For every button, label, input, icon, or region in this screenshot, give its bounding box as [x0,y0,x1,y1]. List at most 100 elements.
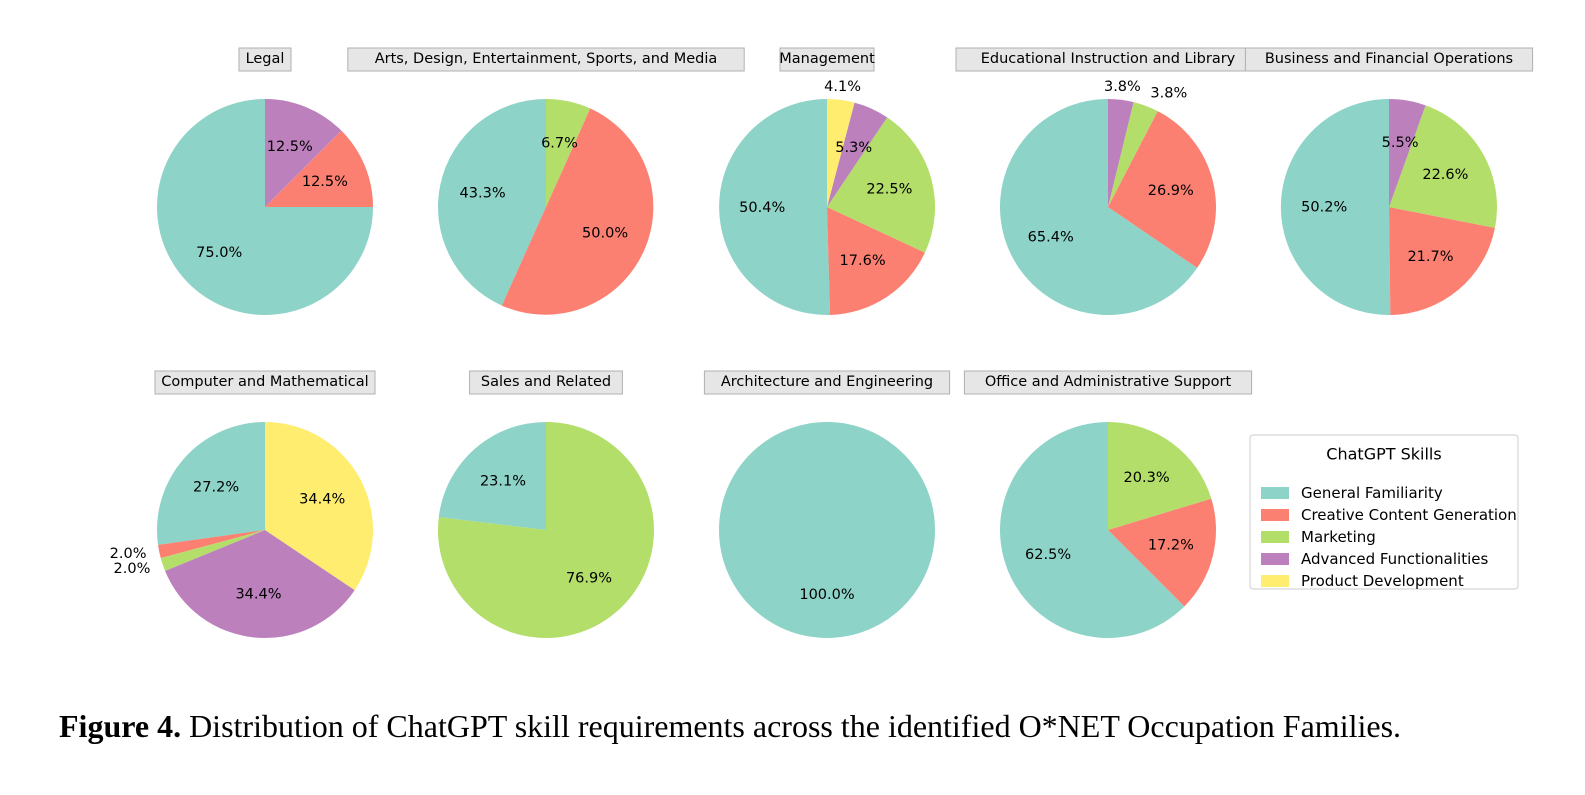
pie-title-box [469,370,623,395]
pie-percent-label: 5.5% [1382,135,1419,151]
pie-percent-label: 34.4% [299,492,345,508]
pie-percent-label: 23.1% [480,474,526,490]
pie-slice-creative-content-generation [1108,498,1216,607]
pie-title: Management [779,51,875,67]
pie-slice-general-familiarity [719,422,935,638]
pie-percent-label: 5.3% [835,140,872,156]
pie-percent-label: 43.3% [460,186,506,202]
legend-swatch [1261,487,1289,499]
pie-office-and-administrative-support: Office and Administrative Support 62.5% 17… [963,370,1253,638]
pie-slice-general-familiarity [438,422,546,530]
pie-title: Architecture and Engineering [721,374,933,390]
legend-label: Creative Content Generation [1301,506,1517,524]
legend-entry: General Familiarity [1261,484,1443,502]
legend-swatch [1261,553,1289,565]
pie-percent-label: 26.9% [1148,183,1194,199]
legend-label: General Familiarity [1301,484,1443,502]
pie-slice-marketing [1389,105,1498,228]
pie-slice-general-familiarity [438,99,546,306]
figure-label: Figure 4. [59,708,182,744]
pie-slice-general-familiarity [1000,422,1185,638]
pie-percent-label: 6.7% [541,136,578,152]
pie-percent-label: 75.0% [196,245,242,261]
pie-slice-marketing [438,422,655,638]
pie-slice-creative-content-generation [1108,111,1217,268]
legend-title: ChatGPT Skills [1326,445,1441,464]
figure-caption: Figure 4. Distribution of ChatGPT skill … [59,708,1559,745]
legend-entry: Advanced Functionalities [1261,550,1488,568]
pie-slice-general-familiarity [999,99,1198,315]
legend-label: Advanced Functionalities [1301,550,1488,568]
pie-legal: Legal 75.0% 12.5% 12.5% [157,47,373,315]
pie-slice-advanced-functionalities [827,102,888,207]
legend-label: Product Development [1301,572,1464,590]
pie-percent-label: 50.4% [739,200,785,216]
pie-title: Computer and Mathematical [161,374,368,390]
pie-title-box [963,370,1253,395]
pie-chart-figure: Legal 75.0% 12.5% 12.5% Arts, Design, Entert… [110,47,1534,638]
pie-slice-marketing [160,530,265,572]
pie-slice-general-familiarity [157,422,265,545]
pie-title-box [703,370,951,395]
pie-slice-advanced-functionalities [1389,99,1426,207]
legend-entry: Product Development [1261,572,1464,590]
pie-slice-creative-content-generation [1389,207,1495,315]
pie-percent-label: 12.5% [302,174,348,190]
legend-swatch [1261,531,1289,543]
pie-slice-marketing [546,99,591,207]
pie-title: Sales and Related [481,374,611,390]
pie-percent-label: 20.3% [1124,470,1170,486]
pie-slice-product-development [827,99,855,207]
pie-slice-product-development [265,422,373,591]
chart-legend: ChatGPT Skills General Familiarity Creati… [1249,434,1519,590]
pie-slice-creative-content-generation [501,108,654,315]
pie-percent-label: 34.4% [235,587,281,603]
pie-percent-label: 76.9% [566,571,612,587]
pie-title: Office and Administrative Support [985,374,1232,390]
pie-percent-label: 2.0% [114,561,151,577]
pie-slice-marketing [1108,102,1158,207]
pie-slice-advanced-functionalities [165,530,355,638]
pie-percent-label: 17.6% [840,253,886,269]
pie-slice-creative-content-generation [265,130,373,207]
pie-percent-label: 62.5% [1025,547,1071,563]
pie-title: Legal [246,51,285,67]
pie-percent-label: 22.6% [1422,167,1468,183]
pie-slice-creative-content-generation [827,207,925,315]
pie-percent-label: 100.0% [799,587,854,603]
legend-frame [1249,434,1519,590]
legend-swatch [1261,509,1289,521]
pie-title-box [238,47,292,72]
pie-percent-label: 50.2% [1301,199,1347,215]
pie-sales-and-related: Sales and Related 23.1% 76.9% [438,370,655,638]
figure-caption-text: Distribution of ChatGPT skill requiremen… [181,708,1402,744]
pie-percent-label: 50.0% [582,226,628,242]
pie-percent-label: 2.0% [110,546,147,562]
pie-management: Management 50.4% 17.6% 22.5% 5.3% 4.1% [719,47,936,315]
pie-title-box [347,47,745,72]
pie-percent-label: 3.8% [1150,86,1187,102]
pie-percent-label: 17.2% [1148,538,1194,554]
pie-title: Arts, Design, Entertainment, Sports, and… [375,51,718,67]
pie-title-box [1244,47,1534,72]
legend-entry: Creative Content Generation [1261,506,1517,524]
pie-slice-marketing [1108,422,1212,530]
pie-percent-label: 21.7% [1407,249,1453,265]
pie-slice-general-familiarity [1280,98,1391,315]
legend-label: Marketing [1301,528,1376,546]
pie-percent-label: 12.5% [267,139,313,155]
pie-business-and-financial-operations: Business and Financial Operations 50.2% 21… [1244,47,1534,315]
pie-title-box [154,370,376,395]
pie-percent-label: 3.8% [1104,79,1141,95]
pie-architecture-and-engineering: Architecture and Engineering 100.0% [703,370,951,638]
pie-title: Business and Financial Operations [1265,51,1513,67]
legend-entry: Marketing [1261,528,1376,546]
pie-title: Educational Instruction and Library [981,51,1236,67]
legend-swatch [1261,575,1289,587]
pie-title-box [779,47,875,72]
pie-slice-advanced-functionalities [265,99,342,207]
pie-percent-label: 22.5% [866,182,912,198]
pie-percent-label: 65.4% [1028,229,1074,245]
pie-computer-and-mathematical: Computer and Mathematical 27.2% 2.0%2.0% 34… [110,370,376,638]
pie-educational-instruction-and-library: Educational Instruction and Library 65.4%… [955,47,1261,315]
